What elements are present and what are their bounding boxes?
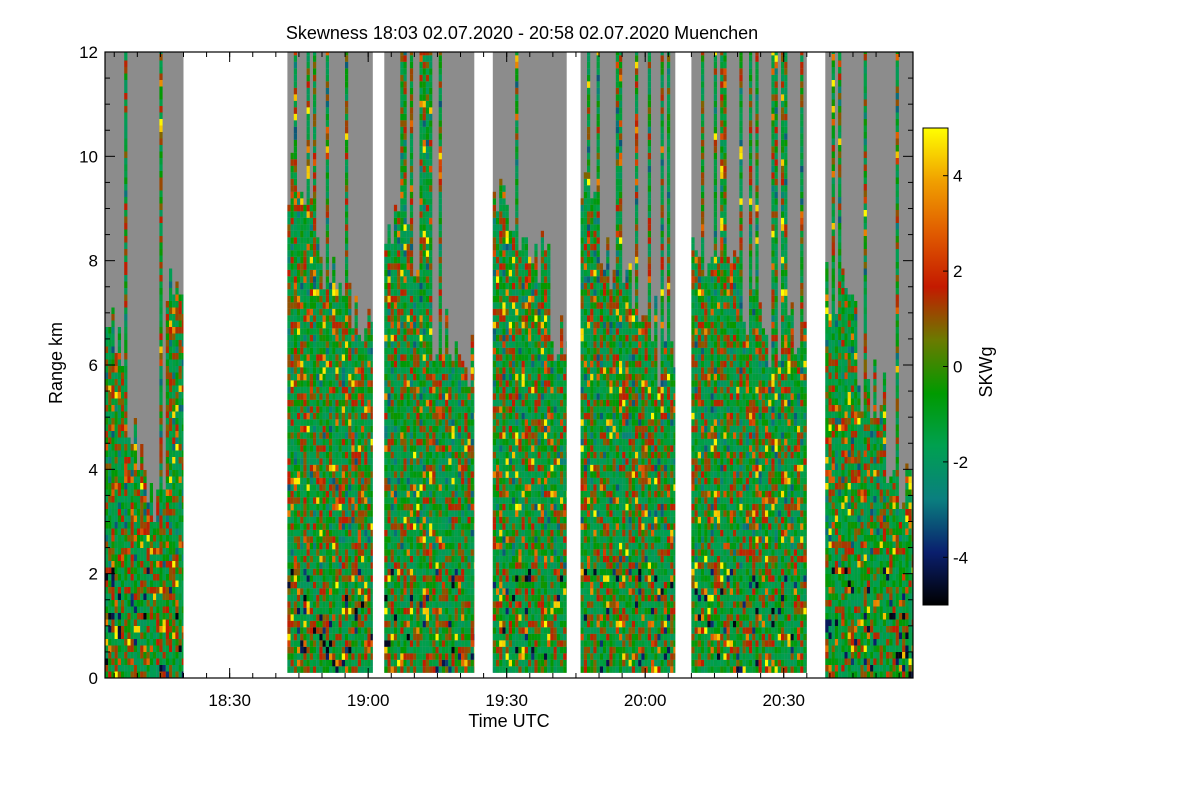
x-tick-label: 20:00 xyxy=(624,691,667,710)
data-segment xyxy=(691,52,807,673)
y-tick-label: 8 xyxy=(89,252,98,271)
heatmap-data xyxy=(105,52,913,678)
x-tick-label: 20:30 xyxy=(762,691,805,710)
data-segment xyxy=(105,52,184,678)
y-axis: 0 2 4 6 8 10 12 xyxy=(79,43,913,688)
colorbar-tick-label: 0 xyxy=(953,358,962,377)
colorbar-tick-label: 2 xyxy=(953,262,962,281)
x-tick-label: 19:00 xyxy=(347,691,390,710)
y-tick-label: 12 xyxy=(79,43,98,62)
y-tick-label: 0 xyxy=(89,669,98,688)
y-tick-label: 2 xyxy=(89,565,98,584)
data-segment xyxy=(492,52,567,673)
data-segment xyxy=(287,52,373,673)
x-tick-label: 19:30 xyxy=(485,691,528,710)
colorbar-label: SKWg xyxy=(976,346,996,397)
y-tick-label: 10 xyxy=(79,147,98,166)
colorbar-tick-label: -2 xyxy=(953,453,968,472)
data-segment xyxy=(384,52,475,673)
y-tick-label: 6 xyxy=(89,356,98,375)
x-axis-label: Time UTC xyxy=(468,711,549,731)
y-tick-label: 4 xyxy=(89,460,98,479)
chart-title: Skewness 18:03 02.07.2020 - 20:58 02.07.… xyxy=(286,23,758,43)
colorbar: -4 -2 0 2 4 SKWg xyxy=(922,127,996,606)
x-axis: 18:30 19:00 19:30 20:00 20:30 xyxy=(113,52,900,710)
colorbar-tick-label: 4 xyxy=(953,167,962,186)
data-segment xyxy=(580,52,676,673)
y-axis-label: Range km xyxy=(46,322,66,404)
x-tick-label: 18:30 xyxy=(208,691,251,710)
colorbar-tick-label: -4 xyxy=(953,548,968,567)
data-segment xyxy=(825,52,913,678)
